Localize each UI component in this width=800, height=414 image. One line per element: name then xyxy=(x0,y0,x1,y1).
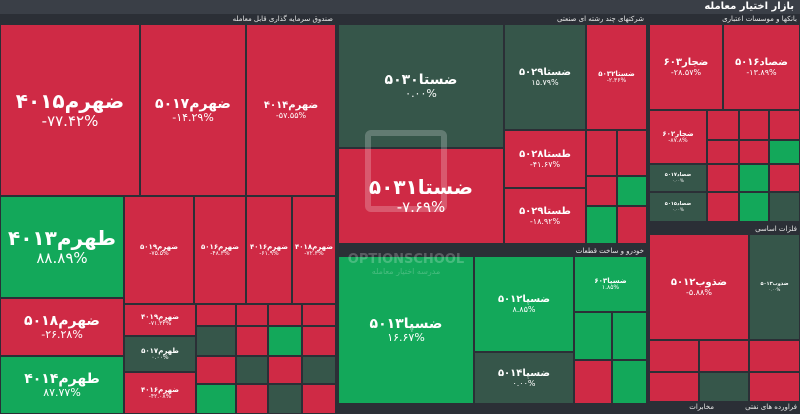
ticker-tile-small[interactable] xyxy=(739,140,769,164)
market-title: بازار اختیار معامله xyxy=(704,1,794,12)
ticker-tile[interactable]: ضهرم۴۰۱۶ -۶۱.۹% xyxy=(246,196,292,304)
ticker-tile-small[interactable] xyxy=(196,356,236,384)
ticker-tile-small[interactable] xyxy=(699,372,749,402)
ticker-tile[interactable]: ضسپا۵۰۱۴ ۰.۰۰% xyxy=(474,352,574,404)
ticker-tile[interactable]: طهرم۵۰۱۷ ۰.۰۰% xyxy=(124,336,196,372)
ticker-tile-small[interactable] xyxy=(739,110,769,140)
ticker-tile-small[interactable] xyxy=(196,304,236,326)
ticker-tile-small[interactable] xyxy=(268,356,302,384)
sector-auto-header: خودرو و ساخت قطعات xyxy=(575,247,644,255)
sector-oil-header: فراورده های نفتی xyxy=(745,403,797,411)
ticker-tile-small[interactable] xyxy=(739,192,769,222)
market-title-bar: بازار اختیار معامله xyxy=(0,0,800,14)
ticker-tile-small[interactable] xyxy=(268,384,302,414)
ticker-tile[interactable]: ضستا۵۰۳۲ -۲.۳۶% xyxy=(586,24,647,130)
ticker-tile-small[interactable] xyxy=(302,356,336,384)
ticker-tile-small[interactable] xyxy=(749,372,800,402)
sector-banks-header: بانکها و موسسات اعتباری xyxy=(722,15,797,23)
sector-fund: صندوق سرمایه گذاری قابل معامله ضهرم۴۰۱۵-… xyxy=(0,14,336,414)
ticker-tile[interactable]: ضهرم۵۰۱۸ -۲۶.۲۸% xyxy=(0,298,124,356)
ticker-tile-small[interactable] xyxy=(302,326,336,356)
ticker-tile-small[interactable] xyxy=(749,340,800,372)
ticker-tile-small[interactable] xyxy=(649,340,699,372)
sector-banks: بانکها و موسسات اعتباری ضجار۶۰۳ -۲۸.۵۷% ض… xyxy=(649,14,800,222)
ticker-tile[interactable]: ضصاد۵۰۱۶ -۱۳.۸۹% xyxy=(723,24,800,110)
ticker-tile-small[interactable] xyxy=(617,206,647,244)
ticker-tile[interactable]: ضسپا۵۰۱۲ ۸.۸۵% xyxy=(474,256,574,352)
sector-auto: خودرو و ساخت قطعات ضسپا۵۰۱۳ ۱۶.۶۷% ضسپا۵۰… xyxy=(338,246,647,404)
ticker-tile-small[interactable] xyxy=(236,384,268,414)
ticker-tile-small[interactable] xyxy=(574,360,612,404)
ticker-tile[interactable]: ضهرم۴۰۱۸ -۷۲.۳% xyxy=(292,196,336,304)
ticker-tile-small[interactable] xyxy=(586,130,617,176)
ticker-tile-small[interactable] xyxy=(236,326,268,356)
ticker-tile[interactable]: ضهرم۵۰۱۹ -۷۵.۵% xyxy=(124,196,194,304)
ticker-tile-small[interactable] xyxy=(268,326,302,356)
ticker-tile[interactable]: ضذوب۵۰۱۲ -۵.۸۸% xyxy=(649,234,749,340)
ticker-tile-small[interactable] xyxy=(769,140,800,164)
ticker-tile-small[interactable] xyxy=(574,312,612,360)
ticker-tile[interactable]: ضجار۶۰۳ -۲۸.۵۷% xyxy=(649,24,723,110)
ticker-tile-small[interactable] xyxy=(612,360,647,404)
sector-multi-header: شرکتهای چند رشته ای صنعتی xyxy=(557,15,644,23)
ticker-tile-small[interactable] xyxy=(699,340,749,372)
ticker-tile[interactable]: ضستا۵۰۲۹ ۱۵.۷۹% xyxy=(504,24,586,130)
ticker-tile-small[interactable] xyxy=(268,304,302,326)
ticker-tile-small[interactable] xyxy=(302,304,336,326)
ticker-tile-small[interactable] xyxy=(586,206,617,244)
ticker-tile-small[interactable] xyxy=(236,304,268,326)
ticker-tile-small[interactable] xyxy=(739,164,769,192)
ticker-tile-small[interactable] xyxy=(586,176,617,206)
ticker-tile-small[interactable] xyxy=(707,164,739,192)
ticker-tile-small[interactable] xyxy=(707,192,739,222)
ticker-tile[interactable]: طهرم۴۰۱۴ ۸۷.۷۷% xyxy=(0,356,124,414)
ticker-tile[interactable]: ضهرم۴۰۱۹ -۷۱.۳۳% xyxy=(124,304,196,336)
ticker-tile[interactable]: طهرم۴۰۱۳ ۸۸.۸۹% xyxy=(0,196,124,298)
ticker-tile-small[interactable] xyxy=(302,384,336,414)
ticker-tile-small[interactable] xyxy=(769,110,800,140)
ticker-tile-small[interactable] xyxy=(707,110,739,140)
ticker-tile[interactable]: طستا۵۰۲۸ -۴۱.۶۷% xyxy=(504,130,586,188)
ticker-tile[interactable]: ضهرم۵۰۱۶ -۴۸.۳% xyxy=(194,196,246,304)
ticker-tile-small[interactable] xyxy=(617,130,647,176)
ticker-tile-small[interactable] xyxy=(769,192,800,222)
ticker-tile[interactable]: ضسپا۶۰۳ ۱.۸۵% xyxy=(574,256,647,312)
sector-basic-metals: فلزات اساسی ضذوب۵۰۱۲ -۵.۸۸% ضذوب۵۰۱۳ ۰.۰۰% xyxy=(649,224,800,402)
sector-oil: فراورده های نفتی xyxy=(719,402,800,414)
sector-telecom: مخابرات xyxy=(647,402,717,414)
sector-multi-industry: شرکتهای چند رشته ای صنعتی ضستا۵۰۳۰ ۰.۰۰% … xyxy=(338,14,647,244)
ticker-tile[interactable]: ضصاد۵۰۱۷ ۰.۰۰% xyxy=(649,164,707,192)
ticker-tile-small[interactable] xyxy=(617,176,647,206)
ticker-tile[interactable]: ضهرم۴۰۱۵ -۷۷.۴۲% xyxy=(0,24,140,196)
ticker-tile[interactable]: ضهرم۵۰۱۷ -۱۴.۲۹% xyxy=(140,24,246,196)
ticker-tile[interactable]: ضهرم۴۰۱۶ -۴۲.۰۸% xyxy=(124,372,196,414)
ticker-tile-small[interactable] xyxy=(707,140,739,164)
ticker-tile[interactable]: ضجار۶۰۲ -۸۷.۸% xyxy=(649,110,707,164)
ticker-tile[interactable]: ضستا۵۰۳۰ ۰.۰۰% xyxy=(338,24,504,148)
ticker-tile[interactable]: ضصاد۵۰۱۵ ۰.۰۰% xyxy=(649,192,707,222)
sector-telecom-header: مخابرات xyxy=(689,403,714,411)
ticker-tile[interactable]: ضهرم۴۰۱۴ -۵۷.۵۵% xyxy=(246,24,336,196)
ticker-tile-small[interactable] xyxy=(612,312,647,360)
sector-basic-metals-header: فلزات اساسی xyxy=(755,225,797,233)
ticker-tile-small[interactable] xyxy=(196,384,236,414)
ticker-tile[interactable]: ضسپا۵۰۱۳ ۱۶.۶۷% xyxy=(338,256,474,404)
ticker-tile-small[interactable] xyxy=(769,164,800,192)
ticker-tile-small[interactable] xyxy=(236,356,268,384)
ticker-tile[interactable]: ضذوب۵۰۱۳ ۰.۰۰% xyxy=(749,234,800,340)
ticker-tile-small[interactable] xyxy=(196,326,236,356)
ticker-tile-small[interactable] xyxy=(649,372,699,402)
ticker-tile[interactable]: طستا۵۰۲۹ -۱۸.۹۲% xyxy=(504,188,586,244)
sector-fund-header: صندوق سرمایه گذاری قابل معامله xyxy=(232,15,333,23)
ticker-tile[interactable]: ضستا۵۰۳۱ -۷.۶۹% xyxy=(338,148,504,244)
